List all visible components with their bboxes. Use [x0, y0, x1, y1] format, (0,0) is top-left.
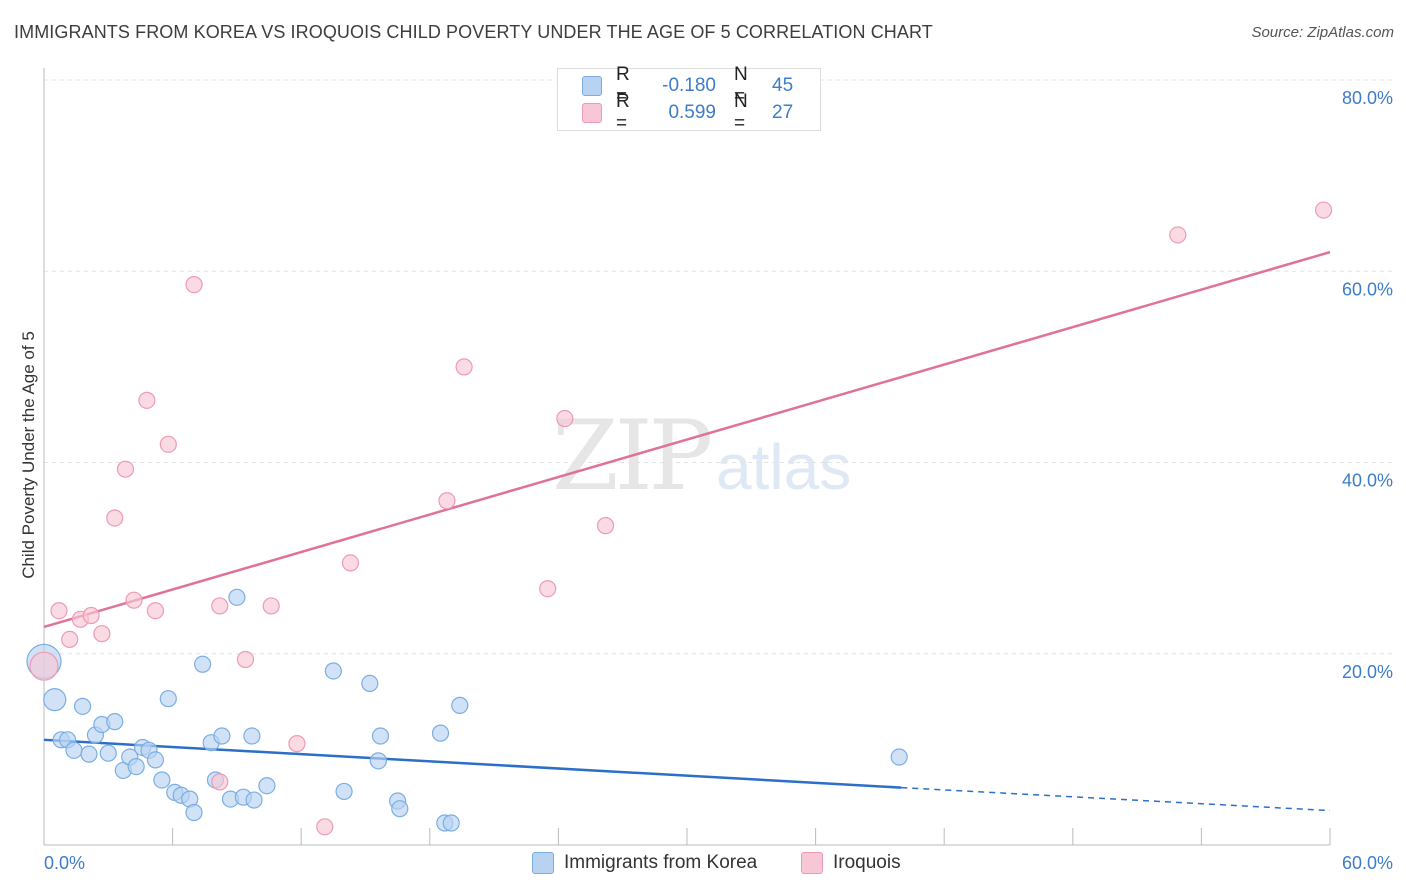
n-value: 27 — [772, 102, 794, 123]
iroquois-point — [596, 517, 615, 535]
korea-point — [159, 690, 177, 708]
iroquois-swatch — [582, 103, 602, 123]
korea-point — [451, 696, 469, 714]
y-tick-label: 60.0% — [1342, 279, 1393, 299]
iroquois-point — [211, 773, 229, 791]
y-tick-label: 40.0% — [1342, 471, 1393, 491]
korea-point — [106, 713, 124, 731]
axes — [43, 68, 1331, 846]
y-tick-label: 80.0% — [1342, 88, 1393, 108]
iroquois-point — [138, 391, 156, 409]
data-points — [26, 201, 1333, 836]
korea-point — [73, 697, 92, 715]
korea-point — [228, 588, 246, 606]
axis-labels: 20.0% 40.0% 60.0% 80.0% 0.0% 60.0% Child Pover… — [19, 88, 1393, 873]
iroquois-point — [236, 650, 255, 669]
watermark-atlas: atlas — [716, 431, 852, 503]
korea-point — [245, 791, 263, 809]
korea-point — [391, 800, 409, 818]
r-label: R = — [616, 64, 630, 107]
iroquois-point — [341, 554, 360, 572]
n-label: N = — [734, 64, 748, 107]
korea-legend-swatch — [532, 852, 554, 874]
iroquois-point — [61, 630, 79, 649]
iroquois-point — [455, 358, 473, 376]
korea-point — [258, 777, 276, 795]
korea-point — [194, 655, 212, 673]
iroquois-point — [82, 606, 100, 625]
korea-point — [361, 674, 379, 692]
n-label: N = — [734, 91, 748, 134]
korea-point — [431, 724, 450, 742]
r-label: R = — [616, 91, 630, 134]
iroquois-point — [159, 435, 177, 453]
series-legend: Immigrants from Korea Iroquois — [0, 852, 1406, 878]
legend-label-iroquois: Iroquois — [833, 852, 901, 873]
iroquois-point — [1314, 201, 1333, 219]
iroquois-point — [1169, 226, 1187, 244]
x-tick-label: 0.0% — [44, 853, 85, 873]
korea-point — [43, 688, 67, 712]
y-tick-label: 20.0% — [1342, 662, 1393, 682]
iroquois-point — [316, 818, 334, 836]
korea-swatch — [582, 76, 602, 96]
legend-item-korea[interactable]: Immigrants from Korea — [532, 852, 757, 874]
r-value: 0.599 — [668, 102, 716, 123]
trend-lines — [43, 250, 1331, 812]
iroquois-legend-swatch — [801, 852, 823, 874]
iroquois-point — [146, 602, 165, 620]
korea-point — [324, 662, 342, 680]
iroquois-point — [185, 276, 203, 294]
iroquois-point — [50, 602, 68, 620]
korea-point — [213, 727, 231, 745]
iroquois-point — [262, 597, 280, 615]
korea-point — [371, 727, 390, 745]
iroquois-point — [29, 651, 59, 681]
iroquois-point — [211, 597, 229, 615]
legend-label-korea: Immigrants from Korea — [564, 852, 758, 873]
korea-point — [185, 803, 203, 822]
korea-point — [335, 782, 353, 801]
legend-item-iroquois[interactable]: Iroquois — [801, 852, 901, 874]
iroquois-point — [106, 509, 124, 527]
r-value: -0.180 — [662, 75, 716, 96]
n-value: 45 — [772, 75, 794, 96]
stats-row-iroquois: R = 0.599 N = 27 — [582, 91, 794, 134]
stats-row-korea: R = -0.180 N = 45 — [582, 64, 794, 107]
x-tick-label: 60.0% — [1342, 853, 1393, 873]
iroquois-point — [438, 492, 456, 510]
source-label: Source: ZipAtlas.com — [1251, 24, 1394, 41]
iroquois-point — [116, 460, 135, 478]
korea-trend-extension — [901, 786, 1331, 812]
korea-point — [99, 744, 117, 762]
iroquois-trend-line — [43, 250, 1331, 629]
iroquois-point — [556, 409, 574, 428]
iroquois-point — [288, 735, 306, 753]
iroquois-point — [93, 625, 111, 643]
chart-title: IMMIGRANTS FROM KOREA VS IROQUOIS CHILD … — [14, 22, 933, 42]
korea-point — [369, 752, 387, 770]
korea-point — [146, 751, 165, 769]
korea-point — [890, 748, 908, 766]
stats-legend: R = -0.180 N = 45 R = 0.599 N = 27 — [557, 64, 821, 134]
y-axis-label: Child Poverty Under the Age of 5 — [19, 331, 38, 579]
korea-point — [243, 727, 261, 745]
iroquois-point — [125, 591, 143, 609]
korea-point — [127, 757, 145, 776]
korea-point — [153, 771, 171, 789]
iroquois-point — [539, 580, 557, 598]
korea-point — [65, 741, 83, 759]
korea-trend-line — [43, 738, 902, 789]
korea-point — [80, 745, 98, 763]
korea-point — [442, 814, 460, 832]
